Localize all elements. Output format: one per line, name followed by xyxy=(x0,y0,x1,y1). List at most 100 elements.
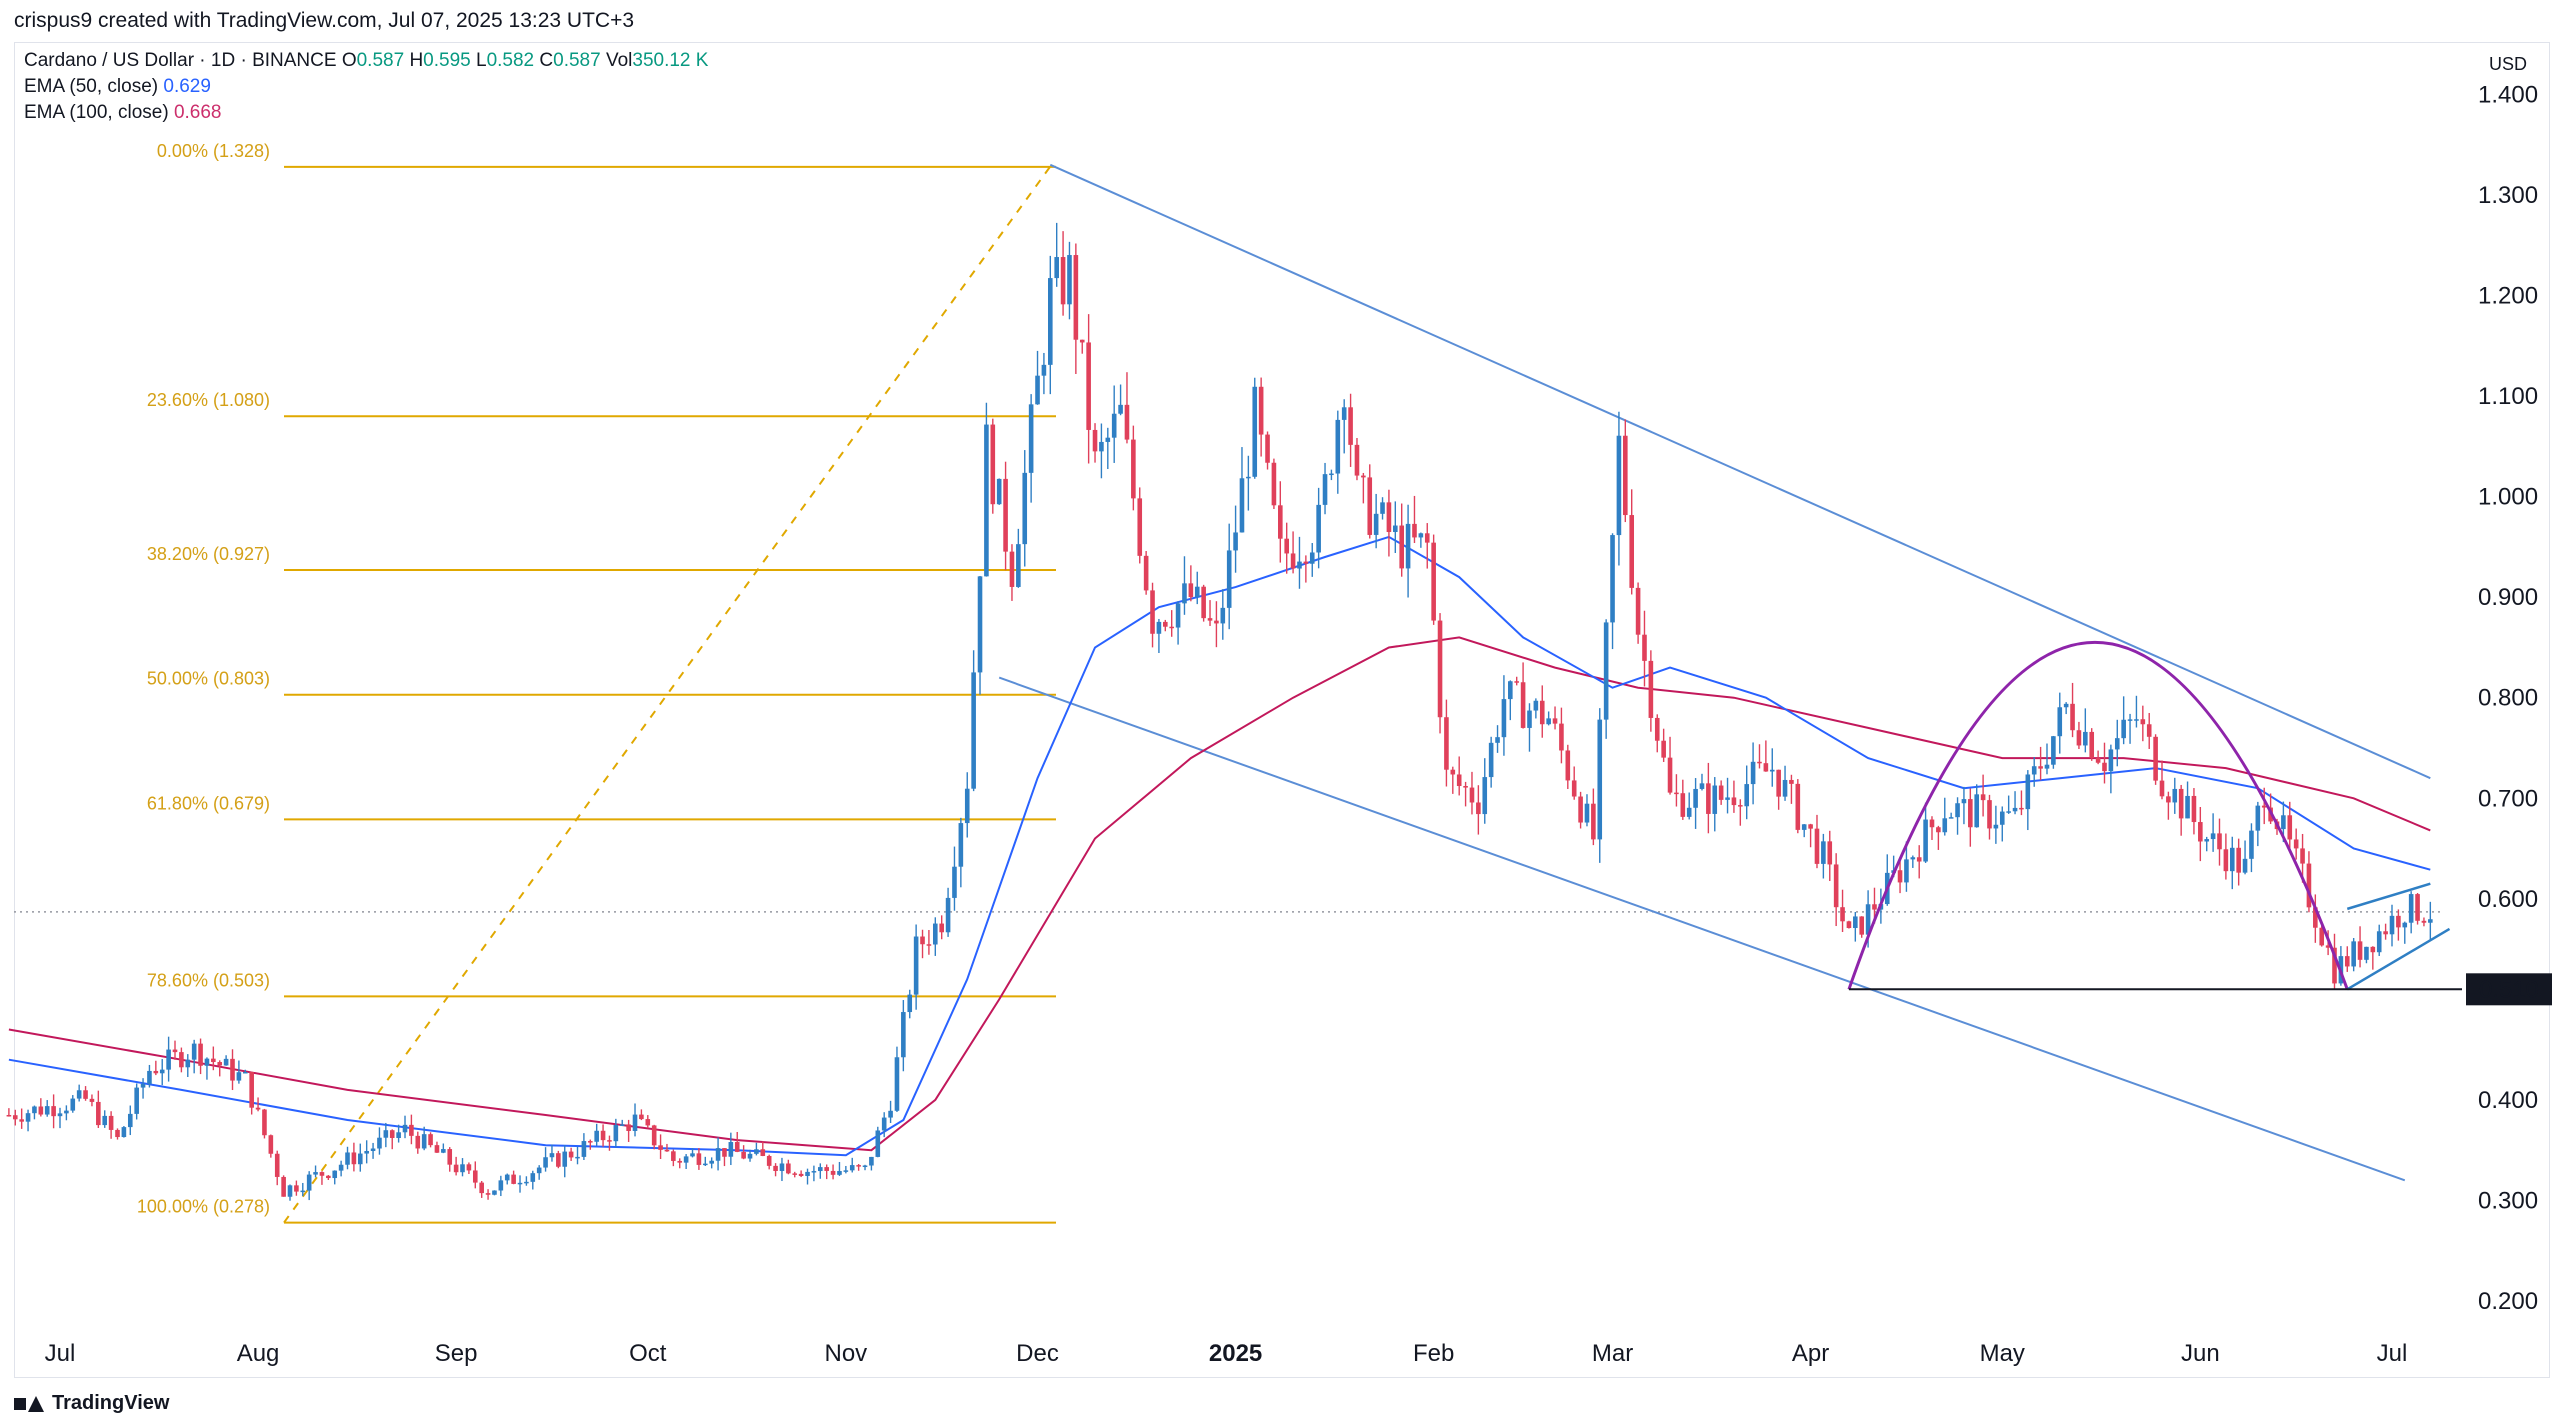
candle-body xyxy=(843,1170,849,1172)
fib-level-label: 61.80% (0.679) xyxy=(147,793,270,813)
candle-body xyxy=(2396,915,2401,928)
candle-body xyxy=(1175,603,1181,628)
candle-body xyxy=(984,424,989,577)
candle-body xyxy=(89,1098,95,1102)
currency-button[interactable]: USD xyxy=(2476,46,2540,82)
candle-body xyxy=(1814,828,1820,864)
candle-body xyxy=(1054,257,1059,279)
candle-body xyxy=(1482,777,1488,815)
candle-body xyxy=(1897,870,1903,883)
candle-body xyxy=(607,1140,612,1142)
candle-body xyxy=(1290,553,1296,569)
candle-body xyxy=(396,1132,401,1138)
candle-body xyxy=(70,1098,76,1111)
attribution-bar: crispus9 created with TradingView.com, J… xyxy=(0,0,2560,42)
candle-body xyxy=(2376,931,2382,953)
candle-body xyxy=(1182,583,1187,604)
candle-body xyxy=(1929,819,1935,828)
candle-body xyxy=(6,1114,12,1117)
candle-body xyxy=(1035,375,1040,405)
candle-body xyxy=(1559,723,1564,751)
candle-body xyxy=(1520,682,1526,728)
candle-body xyxy=(1731,797,1737,806)
candle-body xyxy=(754,1149,759,1154)
candle-body xyxy=(1565,750,1571,781)
candle-body xyxy=(1386,502,1392,533)
legend-ema100-label: EMA (100, close) xyxy=(24,102,169,123)
candle-body xyxy=(1699,783,1705,789)
legend-symbol[interactable]: Cardano / US Dollar · 1D · BINANCE xyxy=(24,50,337,71)
candle-body xyxy=(1418,533,1424,538)
y-tick-label: 1.200 xyxy=(2478,283,2538,310)
candle-body xyxy=(83,1090,88,1099)
candle-body xyxy=(134,1087,139,1114)
candle-body xyxy=(2159,780,2165,797)
legend-close-value: 0.587 xyxy=(553,50,601,71)
candle-body xyxy=(530,1173,536,1182)
legend-ohlc-row: Cardano / US Dollar · 1D · BINANCE O0.58… xyxy=(24,48,708,74)
candle-body xyxy=(2172,788,2178,803)
candle-body xyxy=(741,1151,746,1159)
candle-body xyxy=(779,1163,785,1171)
fib-level-label: 100.00% (0.278) xyxy=(137,1197,270,1217)
candle-body xyxy=(1591,803,1596,840)
candle-body xyxy=(1424,533,1430,543)
fib-level-label: 0.00% (1.328) xyxy=(157,141,270,161)
x-tick-label: May xyxy=(1980,1340,2025,1367)
candle-body xyxy=(1309,552,1315,564)
candle-body xyxy=(262,1109,267,1136)
candle-body xyxy=(613,1125,619,1142)
x-tick-label: Oct xyxy=(629,1340,667,1367)
rounded-top-arc xyxy=(1847,640,2349,990)
candle-body xyxy=(1156,621,1162,634)
candle-body xyxy=(2095,758,2101,763)
fib-level-label: 78.60% (0.503) xyxy=(147,970,270,990)
candle-body xyxy=(1648,660,1654,718)
candle-body xyxy=(32,1106,37,1114)
candle-body xyxy=(236,1072,242,1081)
candle-body xyxy=(1329,473,1334,476)
candle-body xyxy=(198,1043,203,1066)
candle-body xyxy=(632,1114,638,1131)
candle-body xyxy=(517,1182,523,1185)
candle-body xyxy=(837,1171,842,1175)
candle-body xyxy=(1284,538,1289,554)
candle-body xyxy=(1680,793,1686,817)
candle-body xyxy=(357,1153,363,1165)
candle-body xyxy=(2389,915,2395,935)
candle-body xyxy=(1207,618,1213,621)
candle-body xyxy=(2108,749,2114,772)
candle-body xyxy=(792,1173,798,1175)
candle-body xyxy=(1980,794,1986,801)
candle-body xyxy=(2044,764,2050,769)
candle-body xyxy=(2146,724,2152,737)
legend-ema100-row[interactable]: EMA (100, close) 0.668 xyxy=(24,100,708,126)
candle-body xyxy=(543,1157,548,1168)
x-tick-label: Mar xyxy=(1592,1340,1633,1367)
candle-body xyxy=(1501,699,1507,738)
candle-body xyxy=(2127,719,2133,721)
candle-body xyxy=(2019,807,2024,810)
candle-body xyxy=(1271,462,1277,506)
candle-body xyxy=(1661,740,1666,758)
candle-body xyxy=(1693,788,1698,808)
candle-body xyxy=(677,1160,683,1163)
candle-body xyxy=(1578,796,1583,823)
candle-body xyxy=(2025,774,2031,810)
candle-body xyxy=(1303,561,1309,564)
candle-body xyxy=(1150,590,1155,634)
candle-body xyxy=(102,1115,108,1126)
attribution-text: crispus9 created with TradingView.com, J… xyxy=(14,9,635,32)
candle-body xyxy=(2063,703,2069,708)
candle-body xyxy=(1584,803,1590,823)
candle-body xyxy=(901,1012,906,1058)
candle-body xyxy=(1916,857,1922,862)
candle-body xyxy=(217,1062,223,1066)
legend-ema50-row[interactable]: EMA (50, close) 0.629 xyxy=(24,74,708,100)
legend-high-value: 0.595 xyxy=(423,50,471,71)
candle-body xyxy=(434,1145,440,1153)
candle-body xyxy=(2070,703,2075,731)
y-tick-label: 0.400 xyxy=(2478,1087,2538,1114)
candle-body xyxy=(1265,434,1270,463)
